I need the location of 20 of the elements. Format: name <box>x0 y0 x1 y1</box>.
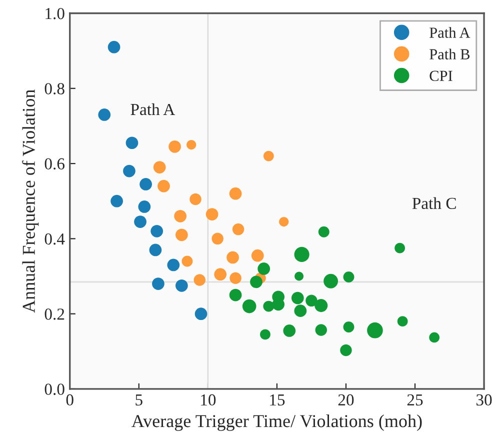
legend-label: Path A <box>430 27 470 38</box>
x-tick-label: 25 <box>407 394 423 406</box>
x-tick-label: 5 <box>136 394 142 406</box>
x-tick-label: 15 <box>270 394 285 406</box>
x-tick-label: 20 <box>338 394 354 406</box>
y-tick-label: 1.0 <box>46 8 64 20</box>
y-tick-label: 0.8 <box>44 83 64 94</box>
y-tick-label: 0.6 <box>44 158 64 170</box>
annotation: Path A <box>130 103 176 116</box>
x-tick-label: 30 <box>476 394 492 406</box>
y-tick-label: 0.0 <box>44 384 64 395</box>
legend-label: CPI <box>430 70 452 82</box>
y-tick-label: 0.4 <box>44 233 65 245</box>
x-tick-label: 0 <box>66 394 74 406</box>
annotation: Path C <box>412 197 456 210</box>
x-tick-label: 10 <box>201 394 216 406</box>
legend-label: Path B <box>430 48 470 60</box>
x-axis-title: Average Trigger Time/ Violations (moh) <box>132 414 422 431</box>
y-axis-title: Annual Frequence of Violation <box>22 90 39 313</box>
y-tick-label: 0.2 <box>44 308 64 320</box>
